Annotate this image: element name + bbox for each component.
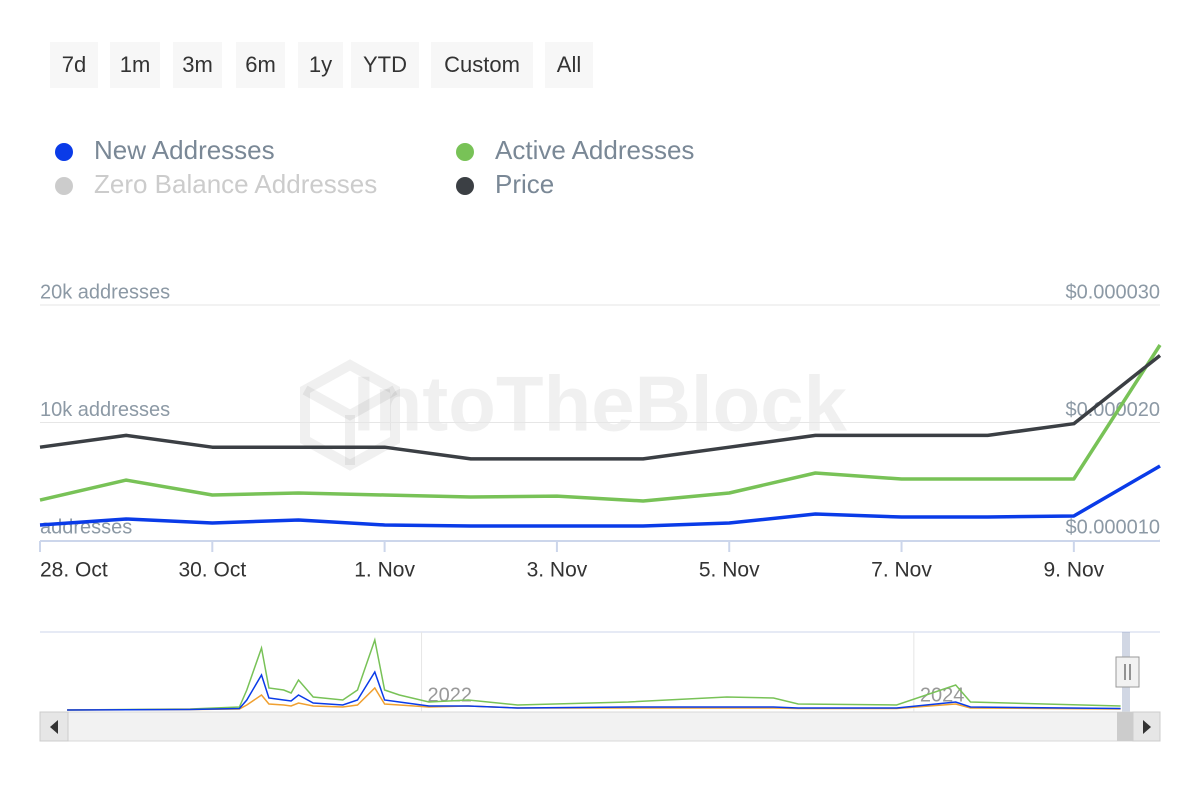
y2-tick-label: $0.000020 bbox=[1065, 399, 1160, 421]
legend-marker[interactable] bbox=[55, 143, 73, 161]
x-tick-label: 5. Nov bbox=[699, 559, 760, 582]
range-button[interactable] bbox=[50, 42, 98, 88]
range-button-label: Custom bbox=[444, 52, 520, 77]
navigator-background bbox=[40, 632, 1160, 712]
x-tick-label: 7. Nov bbox=[871, 559, 932, 582]
x-tick-label: 1. Nov bbox=[354, 559, 415, 582]
y2-tick-label: $0.000030 bbox=[1065, 281, 1160, 303]
y-tick-label: 10k addresses bbox=[40, 399, 170, 421]
range-button-label: 3m bbox=[182, 52, 213, 77]
y-tick-label: 20k addresses bbox=[40, 281, 170, 303]
legend-marker[interactable] bbox=[456, 143, 474, 161]
range-button[interactable] bbox=[545, 42, 593, 88]
x-tick-label: 3. Nov bbox=[527, 559, 588, 582]
navigator-handle[interactable] bbox=[1115, 656, 1140, 688]
scrollbar-track[interactable] bbox=[39, 711, 1161, 742]
scrollbar-right-arrow bbox=[1143, 720, 1151, 734]
legend-label[interactable]: Zero Balance Addresses bbox=[94, 169, 377, 199]
range-button-label: All bbox=[557, 52, 581, 77]
range-button[interactable] bbox=[173, 42, 222, 88]
range-button[interactable] bbox=[431, 42, 533, 88]
range-button[interactable] bbox=[236, 42, 285, 88]
x-tick-label: 28. Oct bbox=[40, 559, 108, 582]
range-button[interactable] bbox=[298, 42, 343, 88]
navigator-tick-label: 2024 bbox=[920, 684, 965, 706]
legend-marker[interactable] bbox=[55, 177, 73, 195]
series-line bbox=[39, 354, 1162, 461]
legend-marker[interactable] bbox=[456, 177, 474, 195]
series-line bbox=[39, 464, 1161, 528]
series-line bbox=[39, 344, 1162, 503]
watermark-logo bbox=[300, 359, 400, 471]
range-button-label: 1y bbox=[309, 52, 332, 77]
legend-label[interactable]: Price bbox=[495, 169, 554, 199]
scrollbar-left-arrow bbox=[50, 720, 58, 734]
navigator-line bbox=[67, 637, 1121, 711]
scrollbar-thumb[interactable] bbox=[1117, 712, 1133, 741]
range-button-label: 1m bbox=[120, 52, 151, 77]
range-button-label: 7d bbox=[62, 52, 86, 77]
range-button[interactable] bbox=[351, 42, 419, 88]
watermark: IntoTheBlock bbox=[353, 360, 848, 448]
range-button[interactable] bbox=[110, 42, 160, 88]
x-tick-label: 9. Nov bbox=[1043, 559, 1104, 582]
legend-label[interactable]: Active Addresses bbox=[495, 135, 694, 165]
legend-label[interactable]: New Addresses bbox=[94, 135, 275, 165]
navigator-line bbox=[67, 670, 1121, 711]
x-tick-label: 30. Oct bbox=[178, 559, 246, 582]
navigator-tick-label: 2022 bbox=[428, 684, 473, 706]
range-button-label: 6m bbox=[245, 52, 276, 77]
range-button-label: YTD bbox=[363, 52, 407, 77]
y2-tick-label: $0.000010 bbox=[1065, 516, 1160, 538]
